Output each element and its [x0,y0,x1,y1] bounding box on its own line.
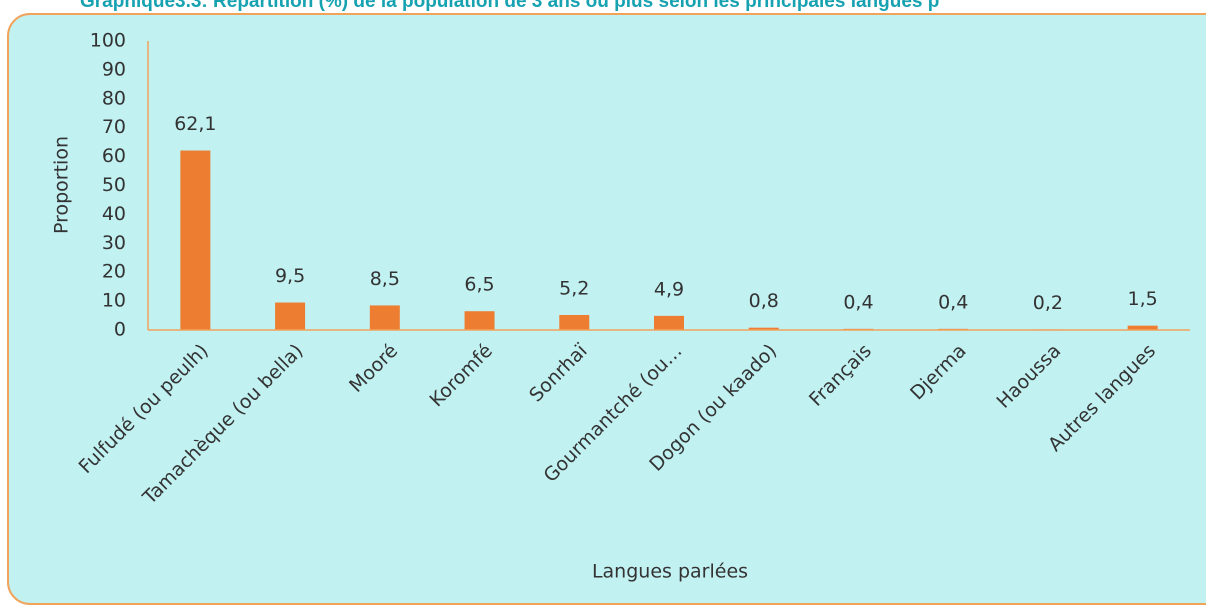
chart-title: Graphique3.3: Répartition (%) de la popu… [80,0,939,12]
data-label: 9,5 [275,265,305,287]
y-tick-label: 10 [102,290,126,312]
x-axis-title: Langues parlées [592,561,748,583]
data-label: 5,2 [559,277,589,299]
data-label: 1,5 [1128,288,1158,310]
y-tick-label: 0 [114,319,126,341]
y-tick-label: 50 [102,174,126,196]
y-tick-label: 90 [102,58,126,80]
y-tick-label: 100 [90,30,126,52]
bar [464,311,495,330]
y-tick-label: 60 [102,145,126,167]
chart-background [7,13,1206,605]
data-label: 0,4 [938,291,968,313]
bar [369,305,400,330]
data-label: 8,5 [370,268,400,290]
y-tick-label: 40 [102,203,126,225]
y-tick-label: 30 [102,232,126,254]
y-tick-label: 80 [102,87,126,109]
data-label: 6,5 [464,274,494,296]
data-label: 0,4 [843,291,873,313]
bar [180,150,211,330]
data-label: 62,1 [174,113,216,135]
y-axis-title: Proportion [51,136,73,234]
y-tick-label: 20 [102,261,126,283]
bar [275,302,306,330]
data-label: 4,9 [654,278,684,300]
y-tick-label: 70 [102,116,126,138]
data-label: 0,2 [1033,292,1063,314]
bar [748,327,779,330]
bar [559,314,590,330]
bar [654,315,684,330]
data-label: 0,8 [749,290,779,312]
bar [1127,325,1158,330]
